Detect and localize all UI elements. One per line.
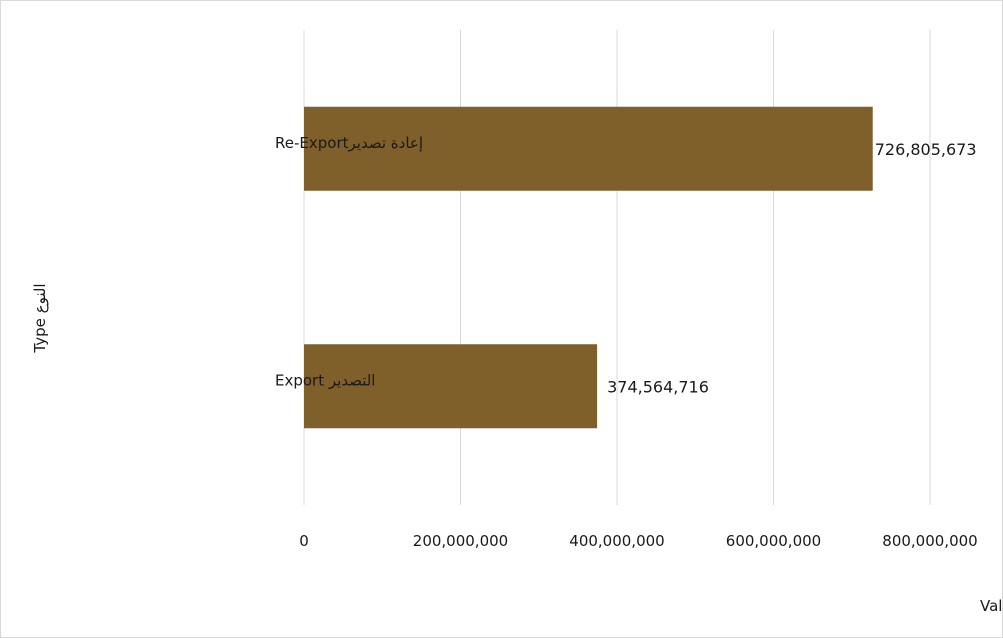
category-label-0: إعادة تصديرRe-Export: [275, 134, 423, 152]
x-tick-label-1: 200,000,000: [413, 532, 508, 550]
data-labels: 726,805,673 374,564,716: [607, 140, 976, 397]
category-label-1: التصدير Export: [275, 371, 375, 389]
bar-1: [304, 344, 598, 429]
x-tick-label-2: 400,000,000: [569, 532, 664, 550]
category-labels: إعادة تصديرRe-Export التصدير Export: [275, 134, 423, 390]
y-axis-title: النوع Type: [31, 283, 49, 353]
x-tick-label-4: 800,000,000: [882, 532, 977, 550]
gridlines: [303, 30, 931, 505]
x-tick-labels: 0 200,000,000 400,000,000 600,000,000 800,00…: [299, 532, 977, 550]
x-tick-label-3: 600,000,000: [726, 532, 821, 550]
x-axis-title: القيمة Value: [980, 597, 1003, 615]
bars: [304, 106, 873, 429]
data-label-0: 726,805,673: [875, 140, 977, 159]
bar-0: [304, 106, 873, 191]
data-label-1: 374,564,716: [607, 377, 709, 396]
x-tick-label-0: 0: [299, 532, 309, 550]
